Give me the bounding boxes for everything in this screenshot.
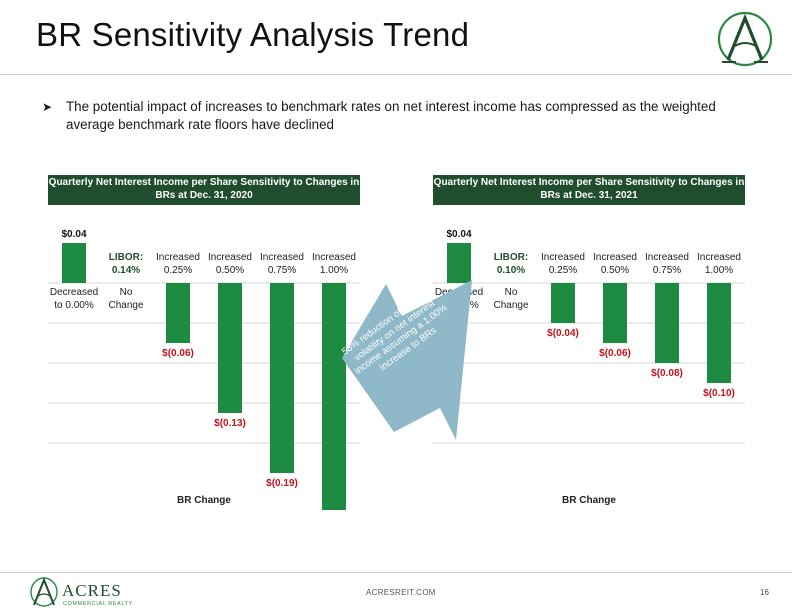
bar xyxy=(603,283,627,343)
chart-2020-header-text: Quarterly Net Interest Income per Share … xyxy=(48,177,360,201)
category-label: Change xyxy=(108,300,143,311)
category-label: to 0.00% xyxy=(54,300,94,311)
bar xyxy=(655,283,679,363)
category-label: Change xyxy=(493,300,528,311)
libor-label: LIBOR: xyxy=(494,252,528,263)
data-label: $(0.13) xyxy=(214,418,246,429)
footer-divider xyxy=(0,572,792,573)
libor-value: 0.14% xyxy=(112,265,140,276)
data-label: $(0.04) xyxy=(547,328,579,339)
bar xyxy=(270,283,294,473)
x-axis-title: BR Change xyxy=(177,495,231,506)
data-label: $(0.06) xyxy=(162,348,194,359)
category-label: Increased xyxy=(312,252,356,263)
header-divider xyxy=(0,74,792,75)
chart-2021-header-text: Quarterly Net Interest Income per Share … xyxy=(433,177,745,201)
data-label: $(0.08) xyxy=(651,368,683,379)
data-label: $(0.10) xyxy=(703,388,735,399)
category-label: No xyxy=(120,287,133,298)
libor-value: 0.10% xyxy=(497,265,525,276)
footer-logo-name: ACRES xyxy=(62,581,122,600)
callout-arrow-shape xyxy=(342,280,472,440)
page-title: BR Sensitivity Analysis Trend xyxy=(36,16,470,53)
bar xyxy=(322,283,346,510)
category-label: Decreased xyxy=(50,287,98,298)
acres-a-logo-icon xyxy=(30,577,58,607)
category-label: Increased xyxy=(208,252,252,263)
category-label: Increased xyxy=(697,252,741,263)
category-label: Increased xyxy=(156,252,200,263)
bar xyxy=(447,243,471,283)
category-label: Increased xyxy=(260,252,304,263)
category-label: 0.75% xyxy=(268,265,296,276)
bar xyxy=(166,283,190,343)
category-label: 0.50% xyxy=(601,265,629,276)
acres-a-logo-icon xyxy=(717,11,773,67)
chart-2020-header: Quarterly Net Interest Income per Share … xyxy=(48,175,360,205)
category-label: 0.50% xyxy=(216,265,244,276)
category-label: Increased xyxy=(541,252,585,263)
bar xyxy=(551,283,575,323)
libor-label: LIBOR: xyxy=(109,252,143,263)
data-label: $(0.19) xyxy=(266,478,298,489)
category-label: 1.00% xyxy=(705,265,733,276)
category-label: 1.00% xyxy=(320,265,348,276)
bar xyxy=(62,243,86,283)
x-axis-title: BR Change xyxy=(562,495,616,506)
footer-logo: ACRES COMMERCIAL REALTY xyxy=(30,577,133,607)
data-label: $(0.06) xyxy=(599,348,631,359)
category-label: Increased xyxy=(593,252,637,263)
bar xyxy=(707,283,731,383)
data-label: $0.04 xyxy=(61,229,86,240)
category-label: 0.25% xyxy=(549,265,577,276)
category-label: 0.75% xyxy=(653,265,681,276)
page-number: 16 xyxy=(760,588,769,597)
callout-arrow xyxy=(342,280,472,440)
category-label: Increased xyxy=(645,252,689,263)
category-label: No xyxy=(505,287,518,298)
bullet-text: The potential impact of increases to ben… xyxy=(66,99,716,132)
chart-2020: Decreased to 0.00% $0.04 No Change Increased 0… xyxy=(48,229,360,510)
chart-2021-header: Quarterly Net Interest Income per Share … xyxy=(433,175,745,205)
footer-url[interactable]: ACRESREIT.COM xyxy=(366,588,436,597)
data-label: $0.04 xyxy=(446,229,471,240)
arrow-bullet-icon: ➤ xyxy=(42,100,53,114)
bar xyxy=(218,283,242,413)
category-label: 0.25% xyxy=(164,265,192,276)
footer-logo-sub: COMMERCIAL REALTY xyxy=(63,601,133,607)
